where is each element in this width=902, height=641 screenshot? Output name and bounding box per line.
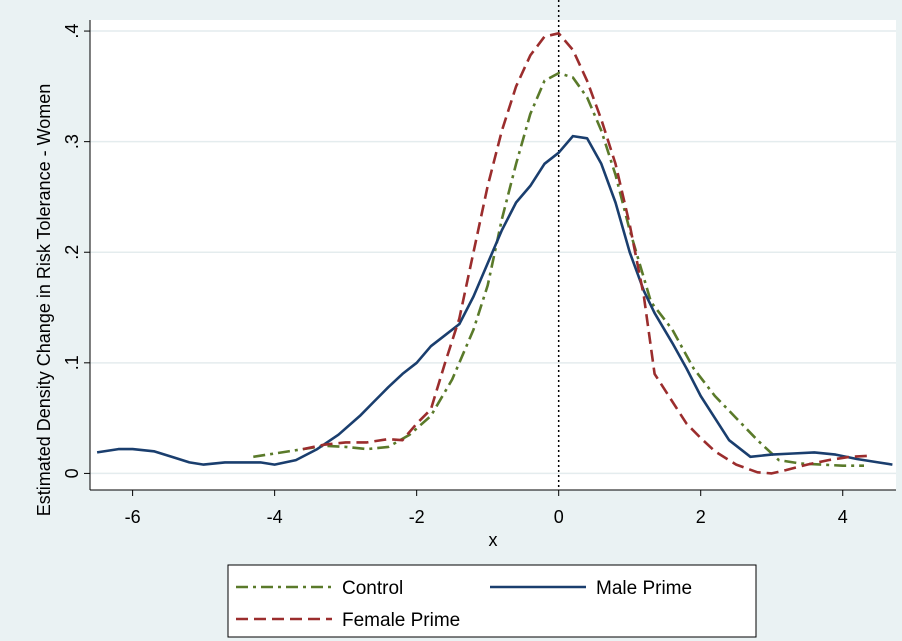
x-tick-label-2: -2	[409, 507, 425, 527]
series-line-female-prime	[302, 31, 872, 475]
x-axis-label: x	[489, 530, 498, 550]
x-tick-labels: -6 -4 -2 0 2 4	[125, 507, 848, 527]
legend-items: Control Male Prime Female Prime	[236, 578, 692, 631]
y-tick-label-3: .3	[62, 134, 82, 149]
legend-label-male-prime: Male Prime	[596, 578, 692, 599]
legend: Control Male Prime Female Prime	[227, 564, 757, 638]
legend-label-female-prime: Female Prime	[342, 610, 460, 631]
series-line-control	[253, 71, 864, 468]
x-tick-label-5: 4	[838, 507, 848, 527]
series-line-male-prime	[96, 134, 893, 466]
y-tick-label-1: .1	[62, 355, 82, 370]
x-tick-label-1: -4	[267, 507, 283, 527]
series-layer	[96, 31, 893, 475]
legend-box	[227, 564, 757, 638]
axis-layer	[84, 20, 896, 496]
plot-area	[90, 20, 896, 490]
y-tick-labels: 0 .1 .2 .3 .4	[62, 24, 82, 479]
y-tick-label-2: .2	[62, 245, 82, 260]
x-tick-label-3: 0	[554, 507, 564, 527]
x-tick-label-4: 2	[696, 507, 706, 527]
y-tick-label-4: .4	[62, 24, 82, 39]
legend-label-control: Control	[342, 578, 403, 599]
y-tick-label-0: 0	[62, 468, 82, 478]
y-axis-label: Estimated Density Change in Risk Toleran…	[34, 84, 54, 517]
x-tick-label-0: -6	[125, 507, 141, 527]
